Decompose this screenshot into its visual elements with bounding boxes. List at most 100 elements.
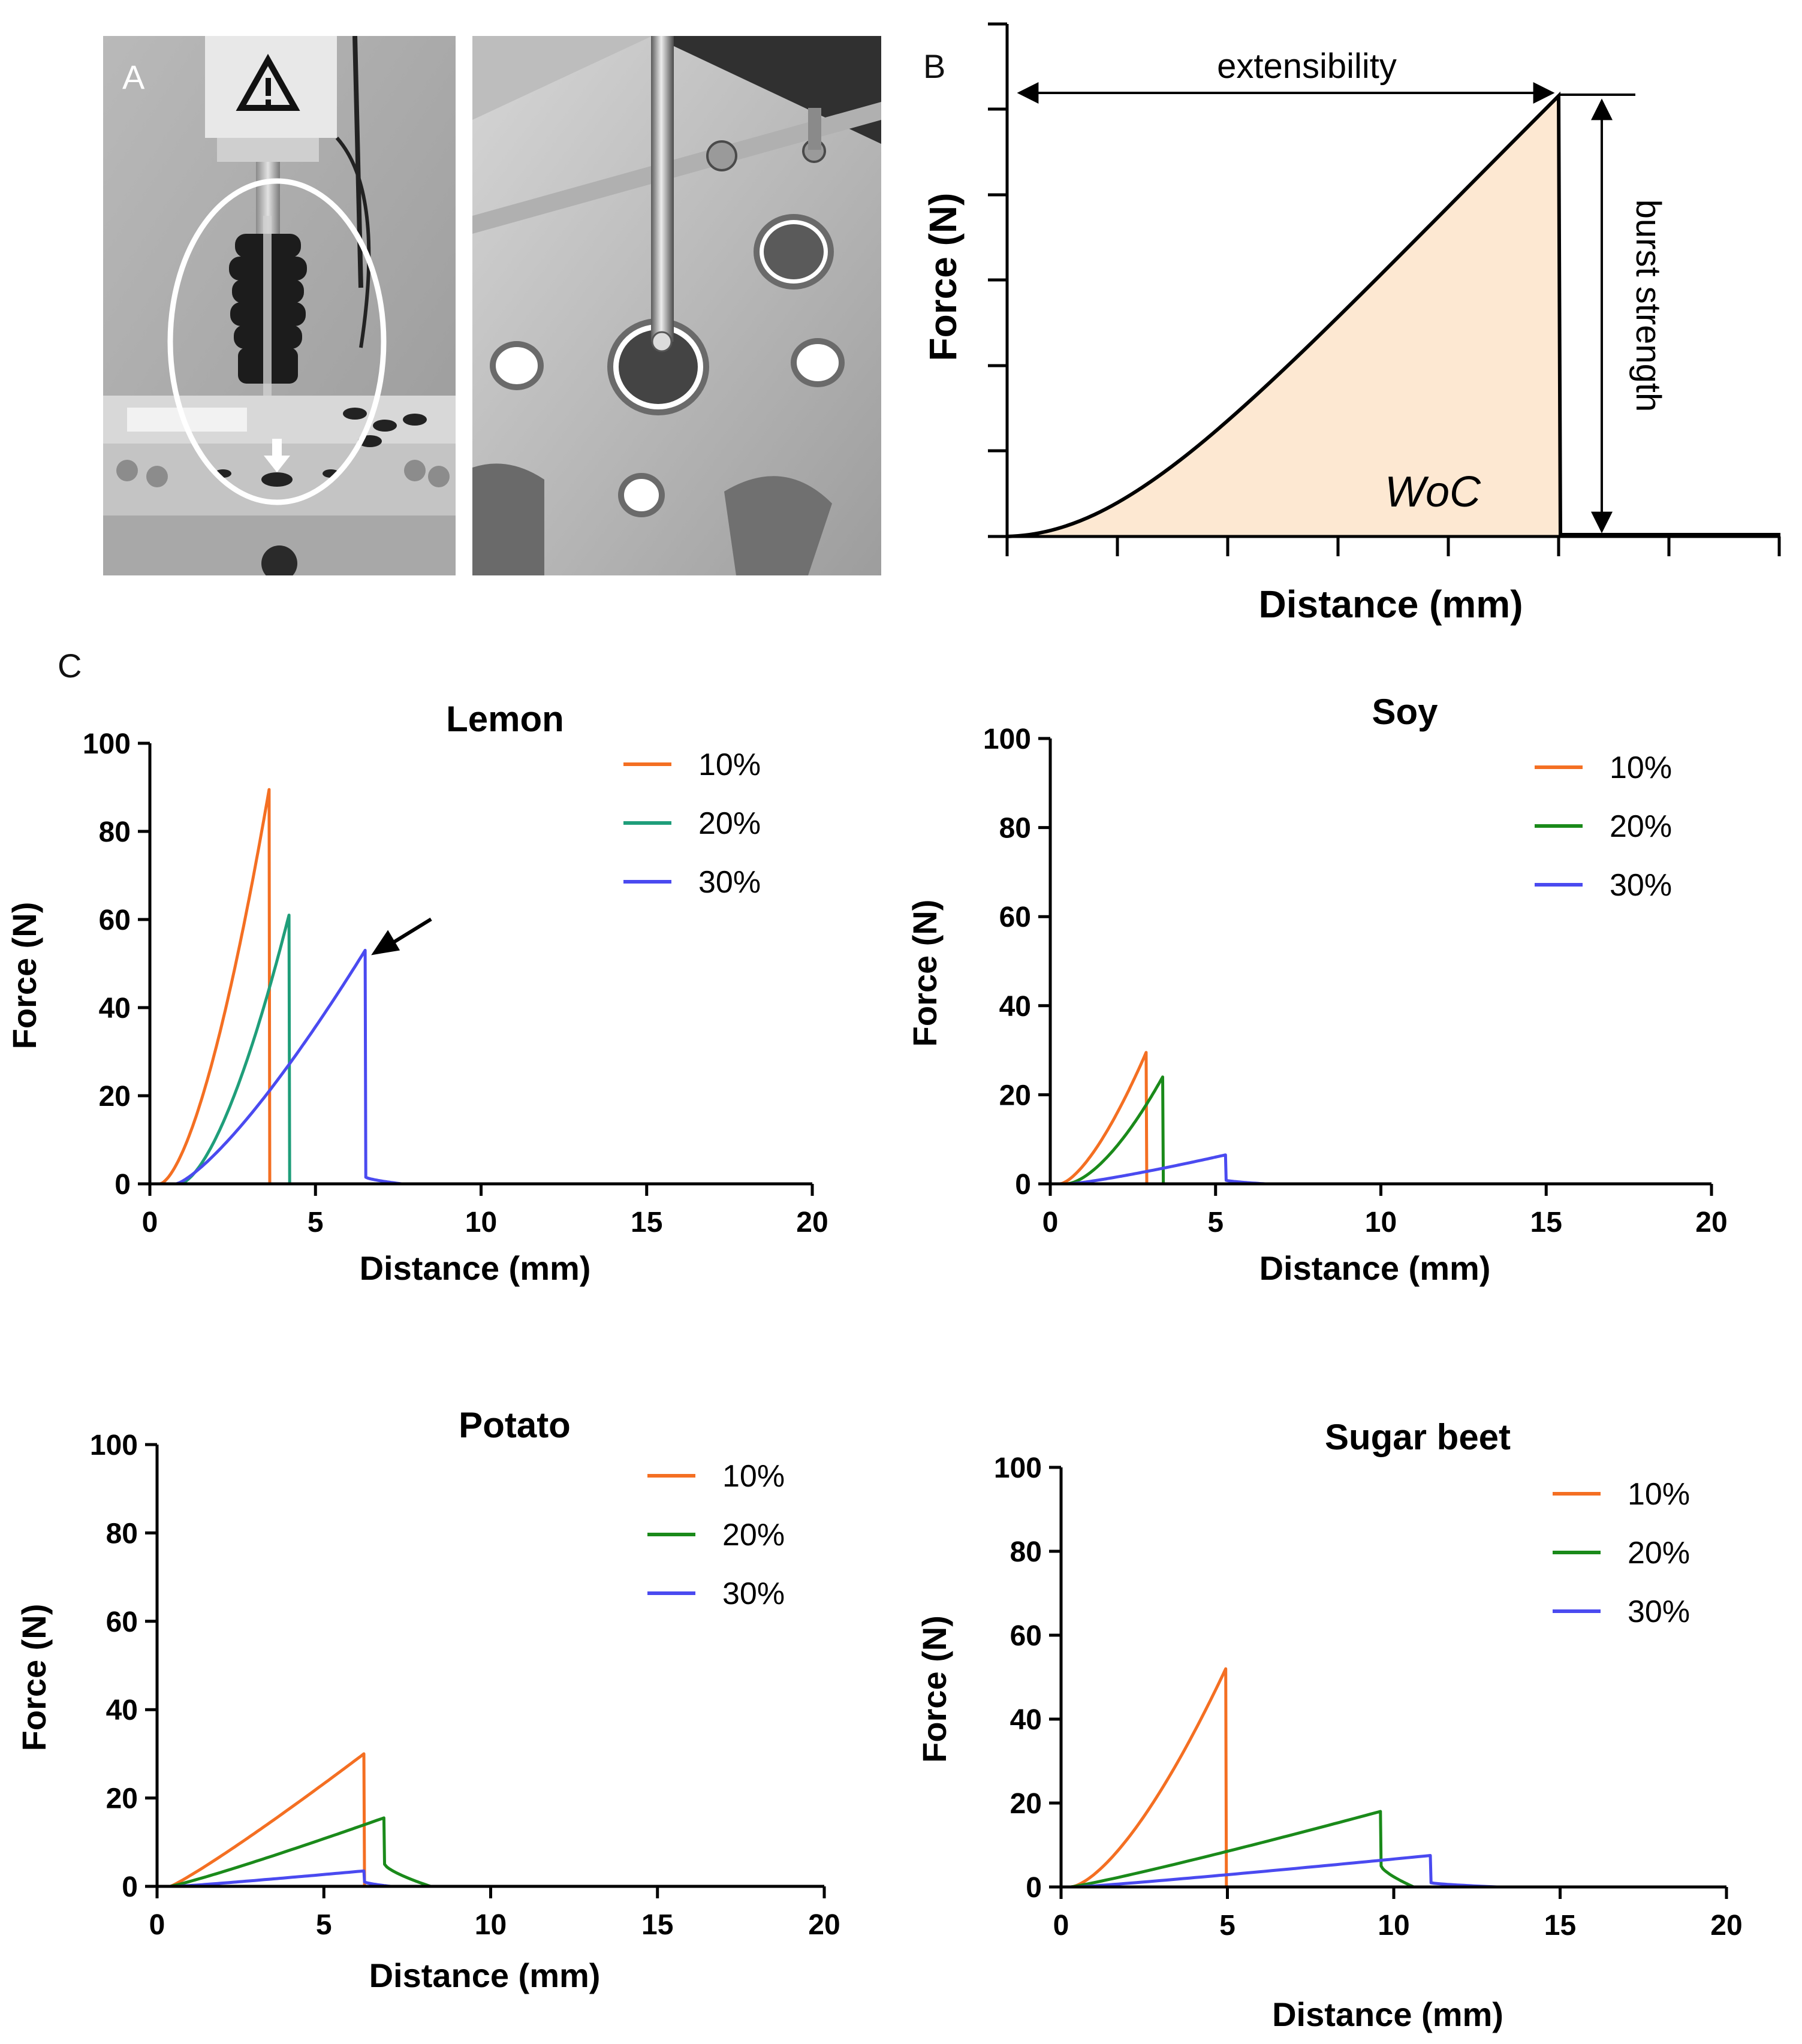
x-tick-label: 20 (796, 1207, 828, 1238)
photo-texture-analyzer (103, 36, 456, 575)
y-axis-label: Force (N) (15, 1604, 53, 1751)
x-tick-label: 5 (316, 1909, 332, 1941)
y-tick-label: 20 (106, 1783, 138, 1815)
chart-title: Lemon (446, 699, 564, 739)
series-line-30 (150, 948, 415, 1186)
y-axis-label: Force (N) (906, 900, 944, 1047)
y-tick-label: 100 (994, 1452, 1042, 1484)
y-tick-label: 60 (999, 902, 1031, 933)
chart-title: Potato (459, 1405, 571, 1445)
x-tick-label: 10 (475, 1909, 507, 1941)
series-line-10 (1050, 1051, 1553, 1186)
y-tick-label: 100 (83, 728, 131, 760)
x-tick-label: 10 (1378, 1910, 1409, 1942)
chart-title: Soy (1372, 695, 1438, 732)
y-tick-label: 60 (106, 1606, 138, 1638)
y-tick-label: 20 (999, 1080, 1031, 1111)
woc-area (1007, 96, 1560, 536)
y-tick-label: 60 (1010, 1620, 1042, 1652)
x-tick-label: 15 (1530, 1207, 1562, 1238)
y-tick-label: 40 (1010, 1704, 1042, 1736)
x-tick-label: 0 (149, 1909, 165, 1941)
woc-label: WoC (1385, 468, 1481, 516)
force-curve (1007, 91, 1780, 538)
x-tick-label: 0 (142, 1207, 158, 1238)
panel-label-c: C (58, 647, 82, 685)
x-tick-label: 15 (641, 1909, 673, 1941)
legend-label-20: 20% (1628, 1536, 1690, 1570)
x-tick-label: 0 (1053, 1910, 1069, 1942)
y-tick-label: 0 (1015, 1169, 1031, 1201)
x-tick-label: 10 (465, 1207, 497, 1238)
legend-label-10: 10% (1610, 750, 1672, 785)
series-line-30 (157, 1869, 651, 1888)
chart-title: Sugar beet (1325, 1417, 1511, 1457)
y-tick-label: 40 (99, 993, 131, 1024)
y-tick-label: 0 (1026, 1872, 1042, 1904)
chart-lemon: 0 20 40 60 80 100 0 5 10 15 20 Lemon Distance (mm) Fo… (5, 699, 828, 1287)
x-axis-label: Distance (mm) (369, 1956, 601, 1994)
legend-label-20: 20% (698, 806, 761, 841)
photo-probe-closeup (472, 36, 881, 575)
schematic-chart: extensibility burst strength WoC Force (… (921, 22, 1781, 626)
series-line-10 (1061, 1667, 1567, 1889)
legend-label-20: 20% (722, 1518, 785, 1552)
series-line-20 (157, 1816, 658, 1888)
extensibility-label: extensibility (1217, 47, 1397, 86)
y-tick-label: 80 (106, 1518, 138, 1549)
series-line-10 (150, 788, 653, 1186)
x-axis-label: Distance (mm) (1259, 1249, 1491, 1287)
x-tick-label: 5 (308, 1207, 324, 1238)
y-tick-label: 100 (983, 723, 1031, 755)
series-line-20 (150, 914, 432, 1186)
y-tick-label: 40 (999, 991, 1031, 1023)
legend-label-30: 30% (1610, 868, 1672, 903)
chart-sugar-beet: 0 20 40 60 80 100 0 5 10 15 20 Sugar beet Distance (… (915, 1417, 1743, 2033)
annotation-arrow (371, 917, 432, 955)
y-tick-label: 20 (99, 1081, 131, 1113)
y-tick-label: 40 (106, 1695, 138, 1726)
burst-strength-label: burst strength (1629, 200, 1668, 412)
series-line-20 (1050, 1075, 1315, 1186)
y-axis-label: Force (N) (5, 902, 43, 1050)
x-tick-label: 0 (1042, 1207, 1059, 1238)
y-tick-label: 80 (999, 813, 1031, 845)
legend-label-10: 10% (1628, 1477, 1690, 1512)
x-tick-label: 15 (1544, 1910, 1576, 1942)
x-tick-label: 5 (1219, 1910, 1236, 1942)
legend-label-20: 20% (1610, 809, 1672, 844)
y-tick-label: 0 (114, 1169, 131, 1201)
x-axis-label: Distance (mm) (1259, 583, 1523, 626)
panel-label-b: B (923, 47, 946, 85)
legend-label-10: 10% (722, 1459, 785, 1494)
x-tick-label: 20 (808, 1909, 840, 1941)
x-tick-label: 5 (1207, 1207, 1224, 1238)
series-line-30 (1061, 1854, 1500, 1889)
y-tick-label: 80 (1010, 1536, 1042, 1568)
y-tick-label: 100 (90, 1430, 138, 1461)
y-tick-label: 20 (1010, 1788, 1042, 1820)
x-tick-label: 15 (631, 1207, 662, 1238)
series-line-30 (1050, 1153, 1298, 1186)
y-axis-label: Force (N) (921, 193, 965, 361)
legend-label-30: 30% (1628, 1594, 1690, 1629)
legend-label-30: 30% (698, 865, 761, 900)
y-tick-label: 0 (122, 1871, 138, 1903)
y-tick-label: 60 (99, 905, 131, 936)
x-axis-label: Distance (mm) (360, 1249, 591, 1287)
x-axis-ticks (1005, 536, 1781, 556)
panel-label-a: A (122, 58, 145, 96)
x-tick-label: 20 (1710, 1910, 1742, 1942)
chart-soy: 0 20 40 60 80 100 0 5 10 15 20 Soy Distance (mm) Forc… (906, 695, 1728, 1287)
y-tick-label: 80 (99, 816, 131, 848)
x-tick-label: 10 (1365, 1207, 1397, 1238)
chart-potato: 0 20 40 60 80 100 0 5 10 15 20 Potato Distance (mm) F… (15, 1405, 840, 1994)
x-axis-label: Distance (mm) (1272, 1995, 1503, 2033)
y-axis-ticks (988, 22, 1007, 538)
legend-label-10: 10% (698, 747, 761, 782)
y-axis-label: Force (N) (915, 1615, 953, 1763)
series-line-20 (1061, 1810, 1427, 1889)
series-line-10 (157, 1752, 664, 1888)
legend-label-30: 30% (722, 1576, 785, 1611)
x-tick-label: 20 (1695, 1207, 1727, 1238)
